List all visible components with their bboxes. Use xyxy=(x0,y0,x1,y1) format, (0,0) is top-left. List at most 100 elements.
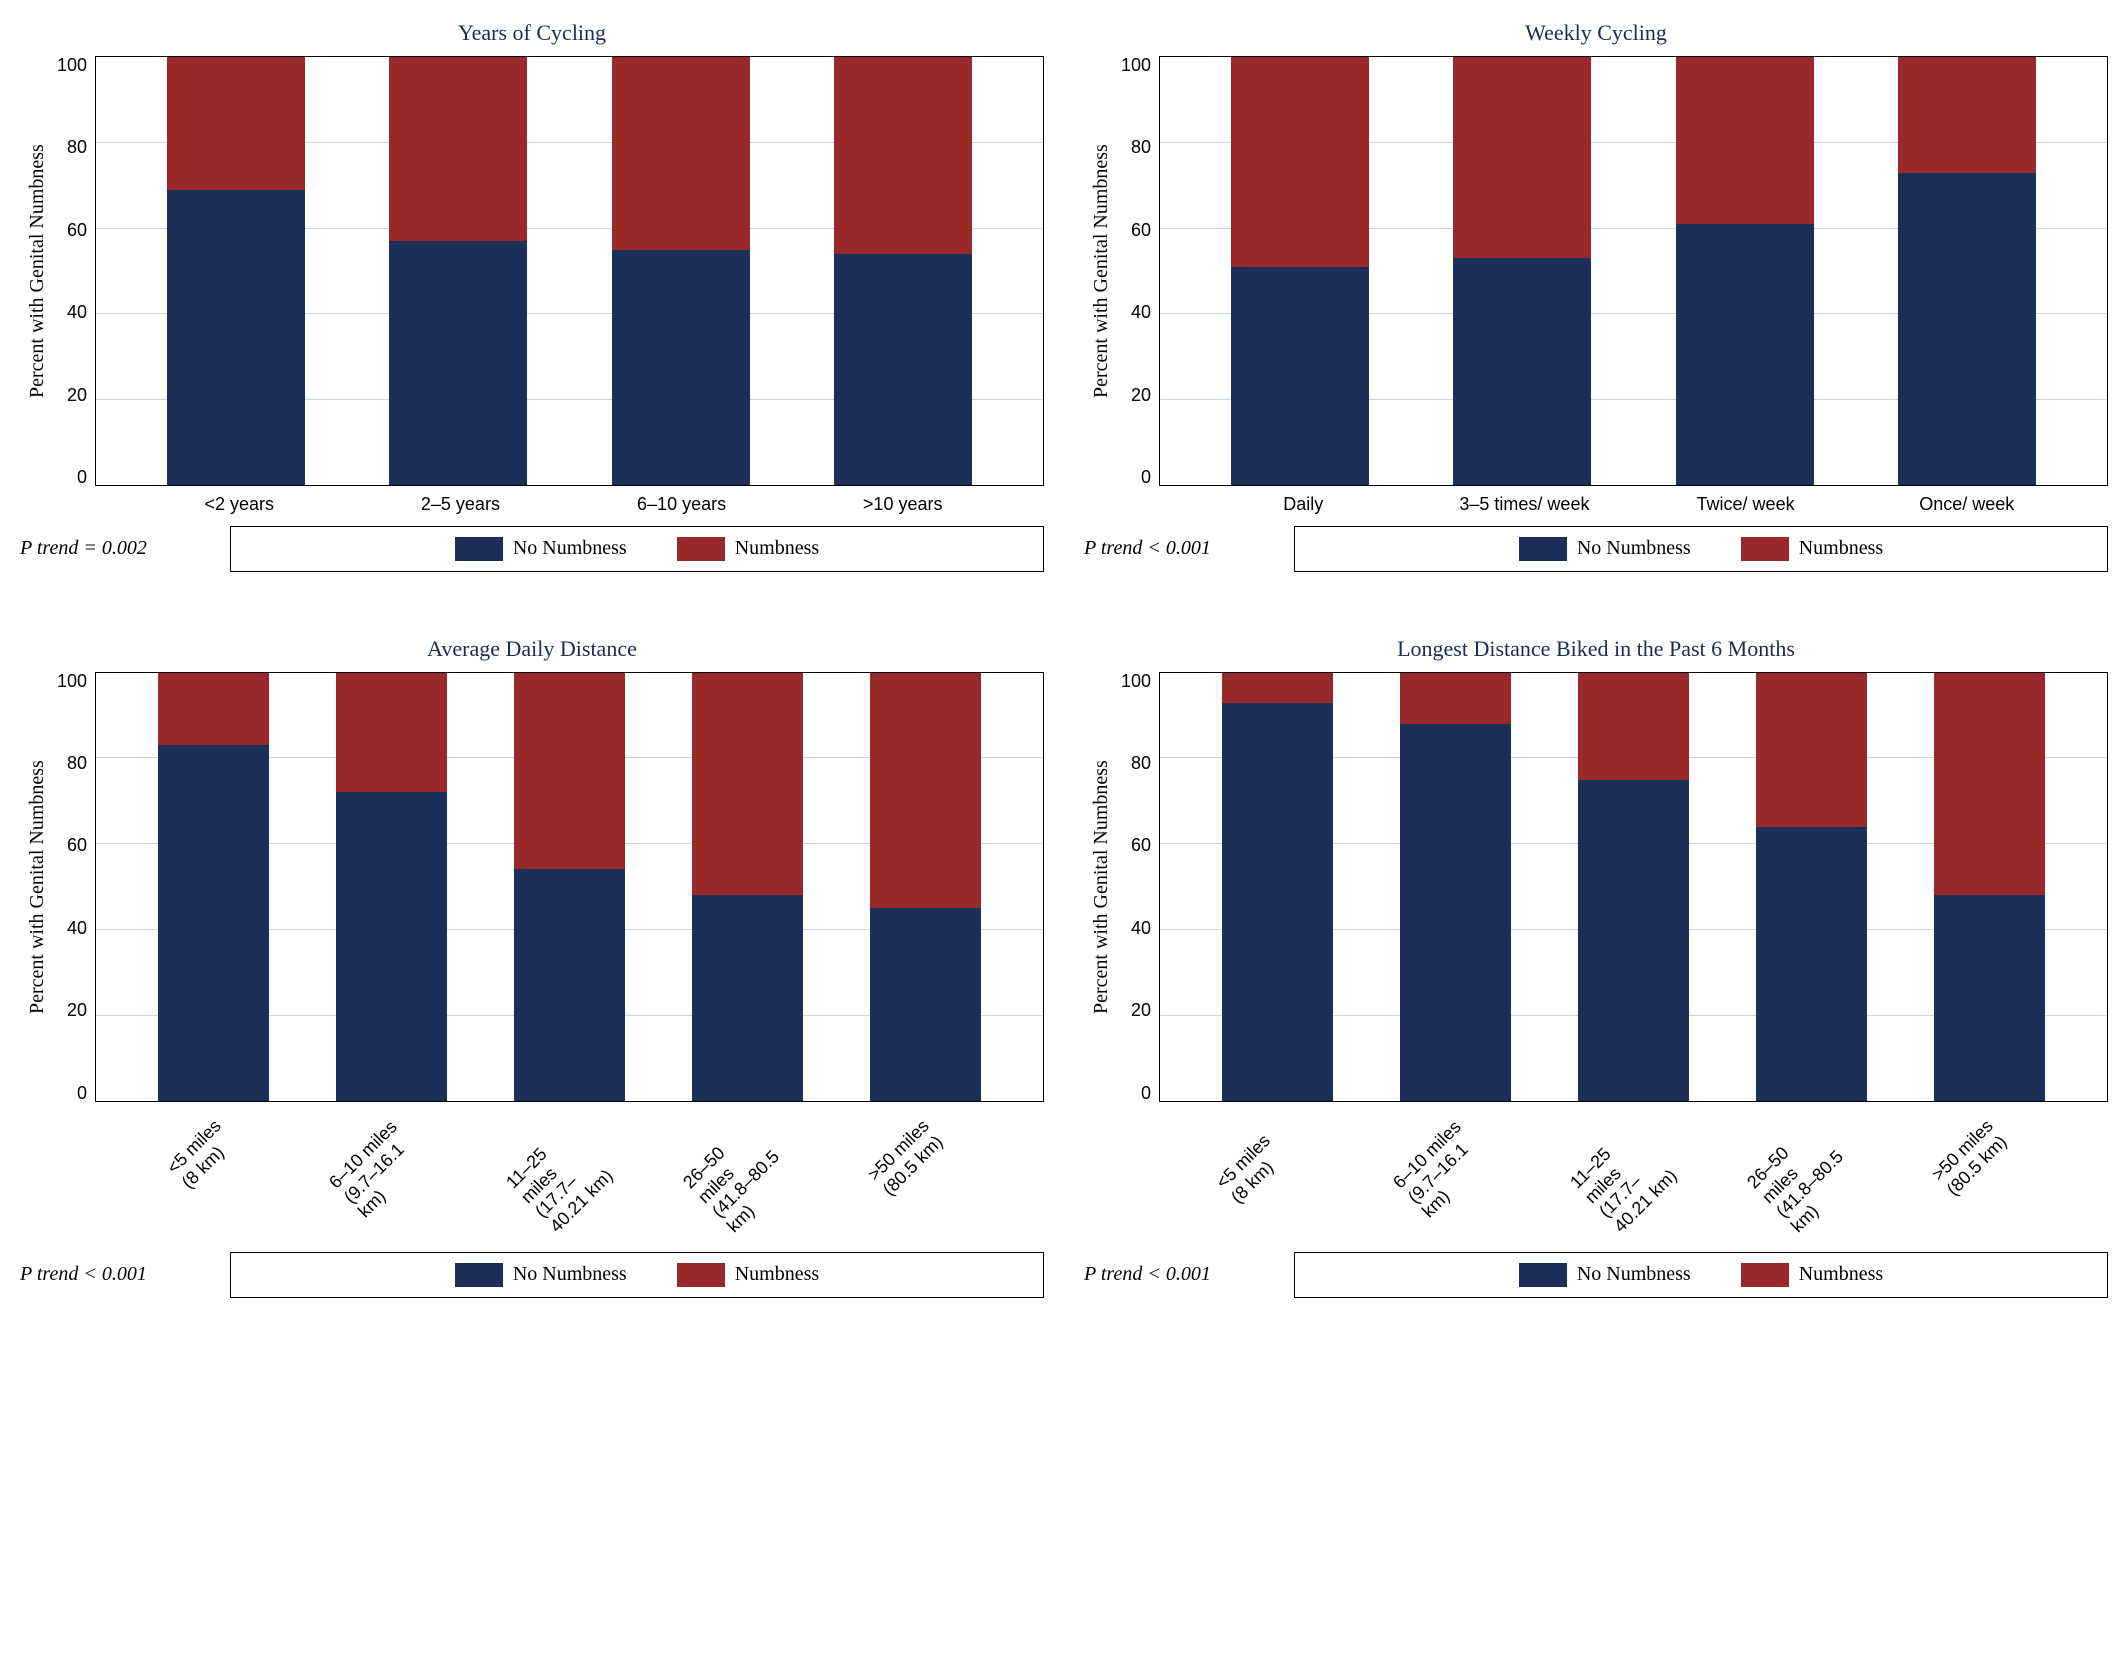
legend-item-no-numbness: No Numbness xyxy=(1519,537,1691,561)
legend-item-numbness: Numbness xyxy=(677,1263,819,1287)
y-tick: 100 xyxy=(1119,56,1151,74)
y-axis-label: Percent with Genital Numbness xyxy=(20,672,55,1102)
legend-item-no-numbness: No Numbness xyxy=(1519,1263,1691,1287)
bar-slot xyxy=(837,673,1015,1101)
stacked-bar xyxy=(692,673,802,1101)
bar-seg-no-numbness xyxy=(167,190,305,485)
bar-slot xyxy=(570,57,793,485)
y-tick: 0 xyxy=(1119,1084,1151,1102)
bar-seg-numbness xyxy=(834,57,972,254)
legend-swatch xyxy=(1741,1263,1789,1287)
bar-seg-numbness xyxy=(1231,57,1369,267)
y-tick: 80 xyxy=(1119,138,1151,156)
bar-seg-numbness xyxy=(336,673,446,793)
y-tick: 20 xyxy=(55,1001,87,1019)
x-tick: Daily xyxy=(1193,494,1414,516)
y-axis-label: Percent with Genital Numbness xyxy=(1084,56,1119,486)
p-trend: P trend = 0.002 xyxy=(20,537,210,560)
stacked-bar xyxy=(1400,673,1510,1101)
y-axis-label: Percent with Genital Numbness xyxy=(20,56,55,486)
legend: No Numbness Numbness xyxy=(230,1252,1044,1298)
bar-seg-no-numbness xyxy=(1578,780,1688,1101)
bar-seg-numbness xyxy=(1756,673,1866,827)
plot-area xyxy=(1159,672,2108,1102)
stacked-bar xyxy=(336,673,446,1101)
plot-area xyxy=(95,56,1044,486)
bar-seg-no-numbness xyxy=(158,745,268,1100)
panel-weekly: Weekly Cycling Percent with Genital Numbn… xyxy=(1084,20,2108,576)
y-tick: 20 xyxy=(55,386,87,404)
bar-seg-no-numbness xyxy=(1676,224,1814,485)
p-trend: P trend < 0.001 xyxy=(1084,537,1274,560)
bar-slot xyxy=(1544,673,1722,1101)
stacked-bar xyxy=(158,673,268,1101)
legend-swatch xyxy=(1741,537,1789,561)
bar-slot xyxy=(124,673,302,1101)
legend-swatch xyxy=(455,1263,503,1287)
bar-seg-no-numbness xyxy=(834,254,972,485)
stacked-bar xyxy=(167,57,305,485)
legend-swatch xyxy=(1519,537,1567,561)
bar-slot xyxy=(1723,673,1901,1101)
y-axis: 020406080100 xyxy=(1119,56,1159,486)
legend-swatch xyxy=(677,537,725,561)
legend-row: P trend < 0.001No NumbnessNumbness xyxy=(20,1252,1044,1298)
x-tick: 6–10 miles (9.7–16.1 km) xyxy=(306,1110,483,1242)
y-tick: 0 xyxy=(55,468,87,486)
panel-longest: Longest Distance Biked in the Past 6 Mon… xyxy=(1084,636,2108,1302)
bar-seg-numbness xyxy=(514,673,624,870)
legend-row: P trend = 0.002No NumbnessNumbness xyxy=(20,526,1044,572)
bar-seg-numbness xyxy=(1898,57,2036,173)
bar-slot xyxy=(1188,673,1366,1101)
plot-area xyxy=(95,672,1044,1102)
bar-seg-no-numbness xyxy=(514,869,624,1100)
y-axis: 020406080100 xyxy=(55,56,95,486)
legend-item-no-numbness: No Numbness xyxy=(455,537,627,561)
chart-title: Weekly Cycling xyxy=(1084,20,2108,46)
bar-slot xyxy=(347,57,570,485)
y-tick: 20 xyxy=(1119,1001,1151,1019)
x-tick: 6–10 miles (9.7–16.1 km) xyxy=(1370,1110,1547,1242)
x-tick: 2–5 years xyxy=(350,494,571,516)
bar-slot xyxy=(302,673,480,1101)
bar-seg-no-numbness xyxy=(1934,895,2044,1100)
x-tick: 3–5 times/ week xyxy=(1414,494,1635,516)
bar-seg-numbness xyxy=(1222,673,1332,703)
bar-seg-no-numbness xyxy=(1400,724,1510,1101)
stacked-bar xyxy=(1756,673,1866,1101)
plot-row: Percent with Genital Numbness02040608010… xyxy=(20,56,1044,486)
bar-slot xyxy=(480,673,658,1101)
stacked-bar xyxy=(1453,57,1591,485)
y-axis-label: Percent with Genital Numbness xyxy=(1084,672,1119,1102)
legend-label: No Numbness xyxy=(1577,1263,1691,1286)
stacked-bar xyxy=(1222,673,1332,1101)
bar-seg-no-numbness xyxy=(1453,258,1591,485)
bar-slot xyxy=(1188,57,1411,485)
legend-label: No Numbness xyxy=(513,537,627,560)
bar-slot xyxy=(659,673,837,1101)
legend-item-numbness: Numbness xyxy=(1741,1263,1883,1287)
bars-container xyxy=(1160,673,2107,1101)
legend: No Numbness Numbness xyxy=(1294,1252,2108,1298)
bars-container xyxy=(96,673,1043,1101)
x-tick: >50 miles (80.5 km) xyxy=(1900,1110,2077,1242)
legend-label: Numbness xyxy=(735,1263,819,1286)
chart-title: Longest Distance Biked in the Past 6 Mon… xyxy=(1084,636,2108,662)
bar-seg-no-numbness xyxy=(389,241,527,485)
plot-area xyxy=(1159,56,2108,486)
legend-label: No Numbness xyxy=(1577,537,1691,560)
stacked-bar xyxy=(1578,673,1688,1101)
stacked-bar xyxy=(1231,57,1369,485)
y-tick: 100 xyxy=(55,672,87,690)
bar-seg-no-numbness xyxy=(1756,827,1866,1101)
legend-swatch xyxy=(677,1263,725,1287)
bar-seg-no-numbness xyxy=(612,250,750,485)
x-tick: 11–25 miles (17.7–40.21 km) xyxy=(1547,1110,1724,1242)
bar-seg-numbness xyxy=(1934,673,2044,896)
plot-row: Percent with Genital Numbness02040608010… xyxy=(20,672,1044,1102)
chart-title: Years of Cycling xyxy=(20,20,1044,46)
y-tick: 40 xyxy=(55,303,87,321)
stacked-bar xyxy=(834,57,972,485)
bar-seg-no-numbness xyxy=(870,908,980,1101)
legend-item-no-numbness: No Numbness xyxy=(455,1263,627,1287)
